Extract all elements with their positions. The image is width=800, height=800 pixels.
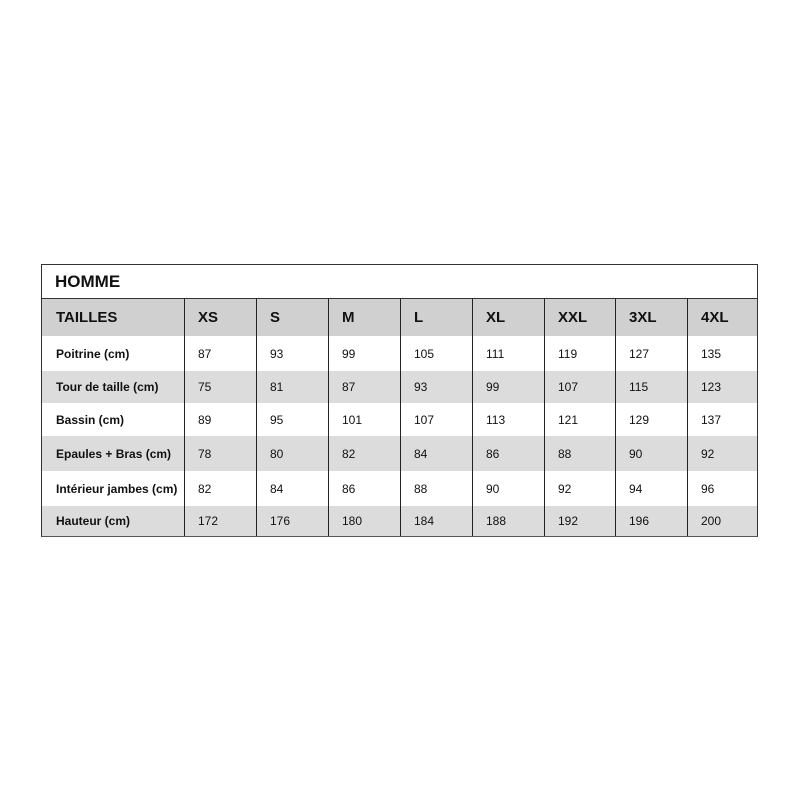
value-cell: 107: [544, 371, 615, 403]
column-divider: [472, 299, 473, 536]
value-cell: 180: [328, 506, 400, 536]
row-label: Tour de taille (cm): [42, 371, 184, 403]
value-cell: 121: [544, 403, 615, 436]
value-cell: 90: [615, 436, 687, 471]
value-cell: 123: [687, 371, 757, 403]
header-cell: L: [400, 299, 472, 336]
value-cell: 93: [256, 336, 328, 371]
column-divider: [687, 299, 688, 536]
value-cell: 88: [544, 436, 615, 471]
header-cell: XXL: [544, 299, 615, 336]
value-cell: 75: [184, 371, 256, 403]
value-cell: 92: [687, 436, 757, 471]
value-cell: 88: [400, 471, 472, 506]
header-cell: M: [328, 299, 400, 336]
value-cell: 119: [544, 336, 615, 371]
value-cell: 78: [184, 436, 256, 471]
value-cell: 82: [328, 436, 400, 471]
header-cell: S: [256, 299, 328, 336]
value-cell: 89: [184, 403, 256, 436]
value-cell: 90: [472, 471, 544, 506]
value-cell: 176: [256, 506, 328, 536]
size-table: HOMME TAILLES XS S M L XL XXL 3XL 4XL Poitrine (c…: [41, 264, 758, 537]
value-cell: 200: [687, 506, 757, 536]
header-cell: XS: [184, 299, 256, 336]
row-label: Intérieur jambes (cm): [42, 471, 184, 506]
value-cell: 111: [472, 336, 544, 371]
value-cell: 192: [544, 506, 615, 536]
value-cell: 84: [400, 436, 472, 471]
column-divider: [256, 299, 257, 536]
header-cell: 3XL: [615, 299, 687, 336]
value-cell: 99: [472, 371, 544, 403]
value-cell: 184: [400, 506, 472, 536]
row-label: Hauteur (cm): [42, 506, 184, 536]
value-cell: 86: [472, 436, 544, 471]
header-cell: XL: [472, 299, 544, 336]
value-cell: 95: [256, 403, 328, 436]
value-cell: 127: [615, 336, 687, 371]
column-divider: [544, 299, 545, 536]
value-cell: 96: [687, 471, 757, 506]
value-cell: 188: [472, 506, 544, 536]
row-label: Poitrine (cm): [42, 336, 184, 371]
value-cell: 82: [184, 471, 256, 506]
value-cell: 107: [400, 403, 472, 436]
value-cell: 87: [328, 371, 400, 403]
value-cell: 137: [687, 403, 757, 436]
column-divider: [400, 299, 401, 536]
value-cell: 94: [615, 471, 687, 506]
row-label: Bassin (cm): [42, 403, 184, 436]
value-cell: 99: [328, 336, 400, 371]
column-divider: [615, 299, 616, 536]
value-cell: 92: [544, 471, 615, 506]
column-divider: [328, 299, 329, 536]
value-cell: 113: [472, 403, 544, 436]
value-cell: 93: [400, 371, 472, 403]
value-cell: 101: [328, 403, 400, 436]
value-cell: 80: [256, 436, 328, 471]
value-cell: 87: [184, 336, 256, 371]
header-cell: TAILLES: [42, 299, 184, 336]
column-divider: [184, 299, 185, 536]
value-cell: 172: [184, 506, 256, 536]
value-cell: 129: [615, 403, 687, 436]
value-cell: 135: [687, 336, 757, 371]
row-label: Epaules + Bras (cm): [42, 436, 184, 471]
value-cell: 105: [400, 336, 472, 371]
header-cell: 4XL: [687, 299, 757, 336]
value-cell: 196: [615, 506, 687, 536]
value-cell: 81: [256, 371, 328, 403]
value-cell: 84: [256, 471, 328, 506]
value-cell: 115: [615, 371, 687, 403]
table-title: HOMME: [42, 265, 757, 299]
value-cell: 86: [328, 471, 400, 506]
